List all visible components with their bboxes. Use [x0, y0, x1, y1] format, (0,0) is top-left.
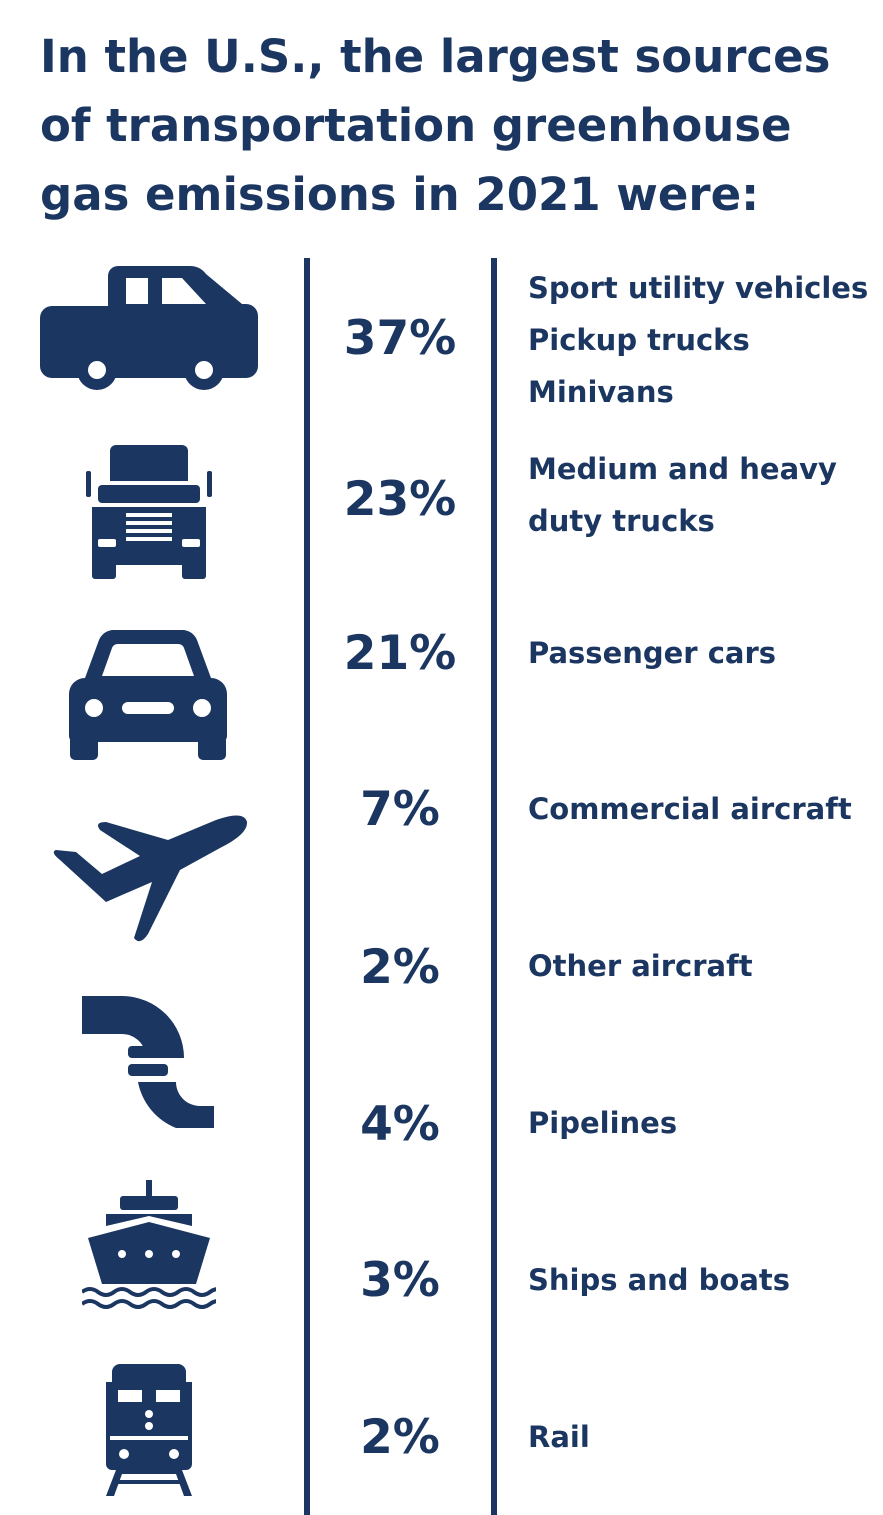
car-icon	[66, 630, 230, 760]
source-label-line: Medium and heavy	[528, 452, 837, 486]
source-label: Pipelines	[528, 1097, 677, 1149]
source-label-line: Sport utility vehicles	[528, 271, 869, 305]
airplane-icon	[48, 812, 248, 946]
source-label-line: Rail	[528, 1420, 590, 1454]
source-label-line: Passenger cars	[528, 636, 777, 670]
percent-value: 37%	[343, 311, 457, 366]
source-label: Commercial aircraft	[528, 783, 852, 835]
source-label-line: Pipelines	[528, 1106, 678, 1140]
source-label: Other aircraft	[528, 940, 753, 992]
source-label-line: Pickup trucks	[528, 323, 750, 357]
percent-value: 4%	[360, 1097, 440, 1152]
percent-value: 2%	[360, 940, 440, 995]
percent-value: 3%	[360, 1253, 440, 1308]
percent-value: 2%	[360, 1410, 440, 1465]
source-label-line: Ships and boats	[528, 1263, 791, 1297]
source-label-line: Minivans	[528, 375, 674, 409]
pipeline-icon	[82, 996, 214, 1128]
left-divider	[304, 258, 310, 1515]
source-label: Medium and heavy duty trucks	[528, 443, 837, 547]
ship-icon	[82, 1180, 216, 1312]
source-label: Ships and boats	[528, 1254, 790, 1306]
source-label-line: duty trucks	[528, 504, 715, 538]
source-label-line: Other aircraft	[528, 949, 753, 983]
page-title: In the U.S., the largest sources of tran…	[40, 30, 831, 221]
percent-value: 23%	[343, 472, 457, 527]
source-label: Rail	[528, 1411, 590, 1463]
right-divider	[491, 258, 497, 1515]
percent-value: 7%	[360, 782, 440, 837]
source-label: Sport utility vehicles Pickup trucks Min…	[528, 262, 868, 418]
semi-truck-icon	[84, 445, 214, 579]
source-label: Passenger cars	[528, 627, 776, 679]
percent-value: 21%	[343, 626, 457, 681]
train-icon	[104, 1364, 194, 1496]
pickup-truck-icon	[40, 262, 258, 394]
source-label-line: Commercial aircraft	[528, 792, 852, 826]
